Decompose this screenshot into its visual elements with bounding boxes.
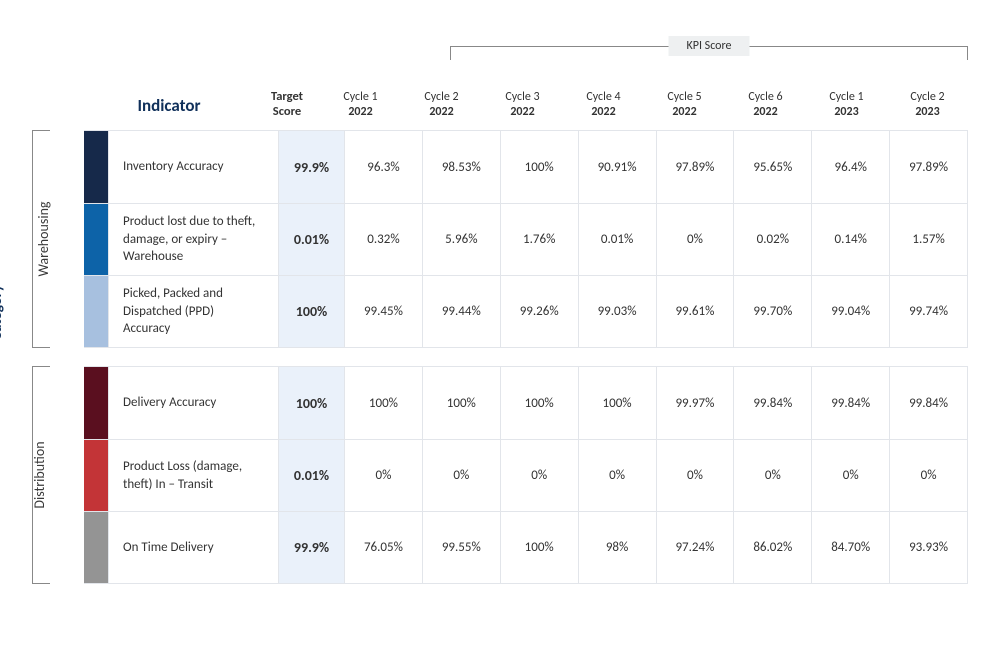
indicator-cell: Product Loss (damage, theft) In – Transi… [108,439,278,511]
indicator-cell: Delivery Accuracy [108,367,278,439]
value-cell: 0.14% [811,203,889,275]
value-cell: 0.02% [733,203,811,275]
row-color-bar [84,275,108,347]
row-color-bar [84,511,108,583]
row-color-bar [84,439,108,511]
category-group: DistributionDelivery Accuracy100%100%100… [60,366,968,584]
target-cell: 0.01% [278,439,344,511]
target-cell: 99.9% [278,131,344,203]
value-cell: 1.76% [500,203,578,275]
value-cell: 0% [733,439,811,511]
header-cycle: Cycle 22022 [401,90,482,126]
header-cycle: Cycle 12022 [320,90,401,126]
target-cell: 100% [278,367,344,439]
target-cell: 99.9% [278,511,344,583]
value-cell: 99.84% [889,367,967,439]
group-rows: Delivery Accuracy100%100%100%100%100%99.… [84,366,968,584]
value-cell: 100% [344,367,422,439]
value-cell: 99.74% [889,275,967,347]
value-cell: 97.89% [889,131,967,203]
table-row: Picked, Packed and Dispatched (PPD) Accu… [84,275,967,347]
header-cycle: Cycle 62022 [725,90,806,126]
header-cycle: Cycle 52022 [644,90,725,126]
indicator-cell: Product lost due to theft, damage, or ex… [108,203,278,275]
kpi-score-bracket: KPI Score [450,32,968,68]
value-cell: 98% [578,511,656,583]
row-color-bar [84,367,108,439]
group-rows: Inventory Accuracy99.9%96.3%98.53%100%90… [84,130,968,348]
value-cell: 99.61% [656,275,734,347]
value-cell: 99.70% [733,275,811,347]
value-cell: 99.55% [422,511,500,583]
value-cell: 99.03% [578,275,656,347]
value-cell: 0% [344,439,422,511]
value-cell: 99.04% [811,275,889,347]
table-row: Product lost due to theft, damage, or ex… [84,203,967,275]
value-cell: 100% [500,367,578,439]
value-cell: 97.89% [656,131,734,203]
value-cell: 0% [656,439,734,511]
value-cell: 93.93% [889,511,967,583]
value-cell: 99.45% [344,275,422,347]
value-cell: 100% [578,367,656,439]
target-cell: 0.01% [278,203,344,275]
category-axis-label: Category [0,285,6,340]
row-color-bar [84,203,108,275]
table-row: Delivery Accuracy100%100%100%100%100%99.… [84,367,967,439]
header-cycle: Cycle 12023 [806,90,887,126]
header-target: Target Score [254,89,320,126]
value-cell: 0% [422,439,500,511]
value-cell: 100% [500,131,578,203]
value-cell: 95.65% [733,131,811,203]
value-cell: 99.97% [656,367,734,439]
value-cell: 0% [500,439,578,511]
table-row: Inventory Accuracy99.9%96.3%98.53%100%90… [84,131,967,203]
indicator-cell: Picked, Packed and Dispatched (PPD) Accu… [108,275,278,347]
header-target-l1: Target [271,89,303,104]
header-target-l2: Score [273,104,301,119]
value-cell: 96.4% [811,131,889,203]
value-cell: 97.24% [656,511,734,583]
value-cell: 90.91% [578,131,656,203]
value-cell: 99.84% [733,367,811,439]
value-cell: 0% [811,439,889,511]
value-cell: 96.3% [344,131,422,203]
value-cell: 0% [578,439,656,511]
group-label: Distribution [31,441,48,508]
table-row: Product Loss (damage, theft) In – Transi… [84,439,967,511]
header-indicator: Indicator [84,95,254,126]
row-color-bar [84,131,108,203]
group-label: Warehousing [35,201,52,276]
value-cell: 98.53% [422,131,500,203]
column-headers: Indicator Target Score Cycle 12022 Cycle… [60,72,968,126]
header-cycle: Cycle 42022 [563,90,644,126]
indicator-cell: On Time Delivery [108,511,278,583]
kpi-score-label: KPI Score [669,36,750,56]
header-cycle: Cycle 32022 [482,90,563,126]
table-row: On Time Delivery99.9%76.05%99.55%100%98%… [84,511,967,583]
value-cell: 100% [500,511,578,583]
value-cell: 99.84% [811,367,889,439]
value-cell: 76.05% [344,511,422,583]
indicator-cell: Inventory Accuracy [108,131,278,203]
value-cell: 99.44% [422,275,500,347]
value-cell: 0.32% [344,203,422,275]
value-cell: 0% [889,439,967,511]
header-cycle: Cycle 22023 [887,90,968,126]
value-cell: 84.70% [811,511,889,583]
value-cell: 100% [422,367,500,439]
category-group: WarehousingInventory Accuracy99.9%96.3%9… [60,130,968,348]
value-cell: 5.96% [422,203,500,275]
value-cell: 0% [656,203,734,275]
value-cell: 0.01% [578,203,656,275]
target-cell: 100% [278,275,344,347]
value-cell: 1.57% [889,203,967,275]
value-cell: 86.02% [733,511,811,583]
value-cell: 99.26% [500,275,578,347]
